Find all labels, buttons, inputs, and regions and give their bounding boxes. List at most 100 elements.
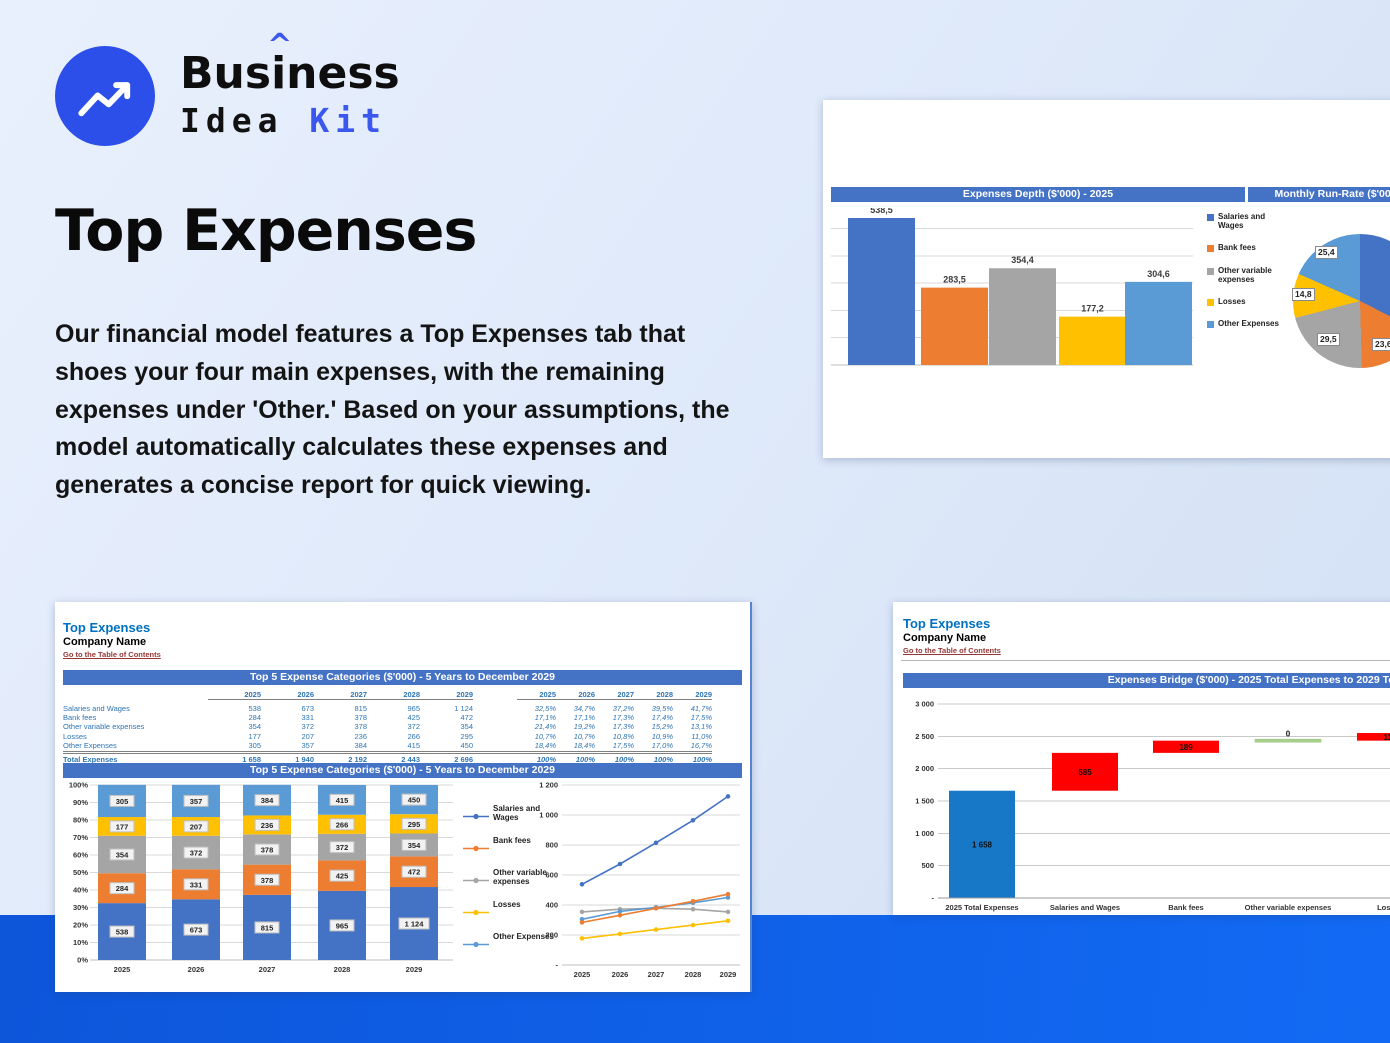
- table-row: Losses 177 207 236 266 295 10,7% 10,7% 10,8% 10,9…: [63, 731, 712, 741]
- svg-text:2025: 2025: [574, 970, 591, 979]
- svg-text:673: 673: [190, 926, 203, 935]
- svg-text:20%: 20%: [73, 921, 88, 930]
- svg-text:266: 266: [336, 820, 349, 829]
- svg-text:2026: 2026: [612, 970, 629, 979]
- svg-text:357: 357: [190, 797, 203, 806]
- screenshot-top5-expenses: Top Expenses Company Name Go to the Tabl…: [55, 602, 752, 992]
- pie-slice-label: 25,4: [1315, 246, 1338, 259]
- logo-word-idea-kit: Idea Kit: [180, 101, 387, 140]
- svg-text:500: 500: [921, 861, 934, 870]
- table-row: Total Expenses 1 658 1 940 2 192 2 443 2 696 1…: [63, 751, 712, 764]
- svg-text:177: 177: [116, 822, 129, 831]
- svg-text:236: 236: [261, 821, 274, 830]
- svg-text:Bank fees: Bank fees: [1168, 903, 1203, 912]
- svg-text:118: 118: [1384, 733, 1390, 742]
- svg-text:1 124: 1 124: [405, 920, 425, 929]
- svg-text:80%: 80%: [73, 816, 88, 825]
- sheet-title: Top Expenses: [63, 620, 151, 635]
- logo-text: Busi ^ ness Idea Kit: [180, 31, 400, 140]
- svg-text:-: -: [556, 961, 559, 970]
- svg-text:372: 372: [336, 843, 349, 852]
- svg-text:415: 415: [336, 796, 349, 805]
- svg-text:60%: 60%: [73, 851, 88, 860]
- svg-text:50%: 50%: [73, 868, 88, 877]
- chart-header-monthly-run-rate: Monthly Run-Rate ($'000: [1248, 187, 1390, 202]
- chart-header-bridge: Expenses Bridge ($'000) - 2025 Total Exp…: [903, 673, 1390, 688]
- svg-text:2028: 2028: [685, 970, 702, 979]
- chart-header-expenses-depth: Expenses Depth ($'000) - 2025: [831, 187, 1245, 202]
- svg-text:472: 472: [408, 868, 421, 877]
- table-year-header: 2025 2026 2027 2028 2029 2025 2026 2027 2028 2029: [63, 690, 712, 700]
- legend-item: Salaries and Wages: [463, 804, 555, 836]
- svg-text:585: 585: [1078, 768, 1092, 777]
- svg-text:2027: 2027: [259, 965, 276, 974]
- table-of-contents-link[interactable]: Go to the Table of Contents: [903, 646, 1001, 655]
- legend-swatch-icon: [1207, 321, 1214, 329]
- top5-chart-legend: Salaries and Wages Bank fees Other variabl…: [463, 804, 555, 964]
- svg-text:295: 295: [408, 820, 421, 829]
- svg-text:1 200: 1 200: [539, 781, 558, 790]
- screenshot-expenses-bridge: Top Expenses Company Name Go to the Tabl…: [893, 602, 1390, 915]
- top5-expense-table: 2025 2026 2027 2028 2029 2025 2026 2027 2028 2029…: [63, 690, 712, 764]
- svg-text:538,5: 538,5: [870, 208, 893, 215]
- svg-text:1 500: 1 500: [915, 796, 934, 805]
- svg-text:30%: 30%: [73, 903, 88, 912]
- svg-text:1 000: 1 000: [539, 811, 558, 820]
- hero-paragraph: Our financial model features a Top Expen…: [55, 320, 730, 499]
- legend-item: Losses: [1207, 297, 1280, 306]
- screenshot-expenses-depth: Expenses Depth ($'000) - 2025 Monthly Ru…: [823, 100, 1390, 458]
- svg-text:284: 284: [116, 884, 129, 893]
- legend-item: Salaries and Wages: [1207, 212, 1280, 230]
- svg-text:Salaries and Wages: Salaries and Wages: [1050, 903, 1120, 912]
- table-row: Salaries and Wages 538 673 815 965 1 124 32,5%…: [63, 703, 712, 713]
- svg-text:400: 400: [545, 901, 558, 910]
- svg-text:2029: 2029: [720, 970, 737, 979]
- company-name: Company Name: [63, 636, 147, 648]
- svg-text:1 658: 1 658: [972, 840, 993, 849]
- legend-line-marker-icon: [463, 935, 489, 953]
- legend-line-marker-icon: [463, 839, 489, 857]
- svg-text:2028: 2028: [334, 965, 351, 974]
- expenses-bridge-waterfall-chart: 3 000 2 500 2 000 1 500 1 000 500 - 1 658 2025 T…: [898, 697, 1390, 915]
- trend-arrow-icon: [68, 57, 142, 136]
- legend-item: Other variable expenses: [1207, 266, 1280, 284]
- svg-text:0: 0: [1286, 730, 1291, 739]
- pie-slice-label: 29,5: [1317, 333, 1340, 346]
- pie-slice-label: 23,6: [1372, 338, 1390, 351]
- expenses-depth-bar-chart: 538,5 283,5 354,4 177,2 304,6: [831, 205, 1203, 381]
- svg-text:283,5: 283,5: [943, 275, 966, 285]
- svg-text:378: 378: [261, 876, 274, 885]
- svg-text:378: 378: [261, 845, 274, 854]
- svg-text:3 000: 3 000: [915, 699, 934, 708]
- legend-item: Losses: [463, 900, 555, 932]
- svg-text:331: 331: [190, 880, 203, 889]
- svg-text:1 000: 1 000: [915, 829, 934, 838]
- legend-item: Bank fees: [1207, 243, 1280, 253]
- svg-text:207: 207: [190, 822, 203, 831]
- logo-caret-accent: ^: [267, 28, 293, 63]
- svg-text:2026: 2026: [188, 965, 205, 974]
- svg-text:372: 372: [190, 849, 203, 858]
- legend-swatch-icon: [1207, 214, 1214, 221]
- svg-text:600: 600: [545, 871, 558, 880]
- svg-text:2027: 2027: [648, 970, 665, 979]
- svg-text:538: 538: [116, 928, 129, 937]
- company-name: Company Name: [903, 632, 987, 644]
- svg-text:305: 305: [116, 797, 129, 806]
- expenses-depth-legend: Salaries and Wages Bank fees Other variabl…: [1207, 212, 1280, 341]
- top5-stacked-bar-chart: 0% 10% 20% 30% 40% 50% 60% 70% 80% 90% 100% 538 284 3…: [58, 781, 523, 992]
- legend-line-marker-icon: [463, 903, 489, 921]
- sheet-title: Top Expenses: [903, 616, 991, 631]
- legend-line-marker-icon: [463, 871, 489, 889]
- svg-text:100%: 100%: [69, 782, 89, 790]
- top5-line-chart: 1 200 1 000 800 600 400 200 - 2025 2026 2027 2028 2…: [532, 780, 747, 992]
- legend-swatch-icon: [1207, 298, 1214, 306]
- divider-line: [901, 660, 1390, 661]
- logo-circle: [55, 46, 155, 146]
- svg-text:10%: 10%: [73, 938, 88, 947]
- table-of-contents-link[interactable]: Go to the Table of Contents: [63, 650, 161, 659]
- svg-text:384: 384: [261, 796, 274, 805]
- svg-text:450: 450: [408, 796, 421, 805]
- table-row: Other variable expenses 354 372 378 372 354 21…: [63, 722, 712, 732]
- svg-text:354: 354: [116, 850, 129, 859]
